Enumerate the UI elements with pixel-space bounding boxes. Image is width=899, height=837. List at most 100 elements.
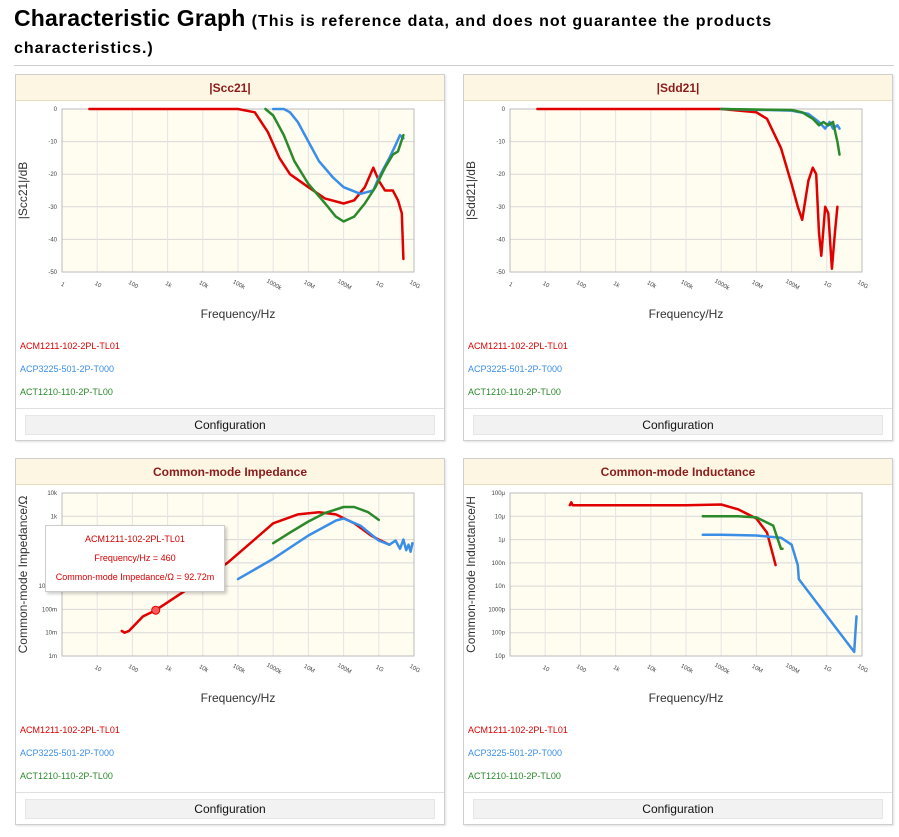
x-tick-label: 10M — [750, 664, 763, 675]
x-tick-label: 1000k — [713, 278, 731, 292]
y-tick-label: -30 — [48, 205, 57, 211]
legend-item-acm1211[interactable]: ACM1211-102-2PL-TL01 — [20, 341, 120, 351]
configuration-button[interactable]: Configuration — [473, 415, 883, 435]
series-line-0 — [120, 510, 391, 634]
x-tick-label: 1000k — [265, 662, 283, 676]
x-tick-label: 10M — [302, 664, 315, 675]
y-tick-label: -10 — [496, 140, 505, 146]
panel-title: Common-mode Impedance — [16, 459, 444, 485]
tooltip-frequency: Frequency/Hz = 460 — [94, 553, 176, 563]
y-tick-label: -20 — [496, 172, 505, 178]
legend-item-act1210[interactable]: ACT1210-110-2P-TL00 — [20, 771, 113, 781]
x-tick-label: 100 — [127, 280, 139, 291]
legend-item-acm1211[interactable]: ACM1211-102-2PL-TL01 — [20, 725, 120, 735]
plot-border — [509, 492, 863, 657]
panel-title: |Sdd21| — [464, 75, 892, 101]
legend-item-act1210[interactable]: ACT1210-110-2P-TL00 — [468, 387, 561, 397]
x-tick-label: 100k — [679, 663, 694, 675]
series-line-0 — [568, 501, 777, 567]
chart-tooltip: ACM1211-102-2PL-TL01 Frequency/Hz = 460 … — [45, 525, 225, 592]
legend-item-acm1211[interactable]: ACM1211-102-2PL-TL01 — [468, 341, 568, 351]
y-tick-label: 1μ — [498, 538, 505, 544]
series-line-1 — [236, 517, 414, 581]
x-tick-label: 10G — [856, 664, 869, 675]
x-tick-label: 1G — [822, 665, 832, 674]
y-tick-label: 10m — [45, 631, 57, 637]
x-tick-label: 10k — [198, 280, 210, 291]
series-line-1 — [701, 533, 858, 654]
x-tick-label: 10k — [646, 280, 658, 291]
y-tick-label: 100p — [492, 631, 506, 637]
y-tick-label: -20 — [48, 172, 57, 178]
y-tick-label: 0 — [502, 107, 506, 113]
chart-area: 0 -10 -20 -30 -40 -50 1 10 100 1k 10k 100k 1000k 10M 1… — [464, 101, 892, 336]
x-tick-label: 10 — [93, 665, 102, 674]
configuration-button[interactable]: Configuration — [25, 415, 435, 435]
x-axis-title: Frequency/Hz — [649, 307, 724, 321]
tooltip-impedance: Common-mode Impedance/Ω = 92.72m — [55, 572, 215, 582]
legend: ACM1211-102-2PL-TL01 ACP3225-501-2P-T000… — [464, 336, 892, 405]
x-tick-label: 10G — [856, 280, 869, 291]
x-tick-label: 1k — [164, 665, 173, 674]
x-tick-label: 10k — [646, 664, 658, 675]
x-tick-label: 100M — [784, 663, 800, 676]
legend-item-acp3225[interactable]: ACP3225-501-2P-T000 — [468, 748, 563, 758]
y-tick-label: -30 — [496, 205, 505, 211]
series-line-0 — [536, 107, 839, 270]
y-tick-label: 100n — [492, 561, 505, 567]
scc21-chart: 0 -10 -20 -30 -40 -501 10 100 1k 10k 100k 1000k 10M 1… — [16, 107, 421, 321]
x-tick-label: 1 — [60, 282, 66, 289]
legend-item-acm1211[interactable]: ACM1211-102-2PL-TL01 — [468, 725, 568, 735]
series-line-2 — [719, 107, 841, 156]
x-tick-label: 10 — [541, 281, 550, 290]
series-line-2 — [701, 515, 784, 551]
panel-sdd21: |Sdd21| 0 -10 -20 -30 -40 -50 1 10 100 1k 10k 100k 1… — [463, 74, 893, 441]
legend-item-act1210[interactable]: ACT1210-110-2P-TL00 — [468, 771, 561, 781]
y-tick-label: 0 — [54, 107, 58, 113]
series-line-1 — [271, 107, 405, 196]
x-tick-label: 100 — [127, 664, 139, 675]
series-line-2 — [271, 505, 381, 545]
series-line-0 — [88, 107, 405, 261]
y-tick-label: 1m — [49, 654, 57, 660]
configuration-button[interactable]: Configuration — [25, 799, 435, 819]
legend-item-acp3225[interactable]: ACP3225-501-2P-T000 — [468, 364, 563, 374]
y-tick-label: 10n — [495, 584, 505, 590]
x-tick-label: 1000k — [713, 662, 731, 676]
panel-footer: Configuration — [16, 408, 444, 440]
x-tick-label: 1G — [374, 281, 384, 290]
panel-common-mode-inductance: Common-mode Inductance 10p 100p 1000p 10n 10… — [463, 458, 893, 825]
x-tick-label: 100M — [336, 279, 352, 292]
panel-common-mode-impedance: Common-mode Impedance 1m10m100m1000m1010… — [15, 458, 445, 825]
legend-item-act1210[interactable]: ACT1210-110-2P-TL00 — [20, 387, 113, 397]
y-tick-label: -40 — [496, 237, 505, 243]
x-tick-label: 10G — [408, 664, 421, 675]
tooltip-part-name: ACM1211-102-2PL-TL01 — [85, 534, 185, 544]
panel-footer: Configuration — [464, 792, 892, 824]
sdd21-chart: 0 -10 -20 -30 -40 -501 10 100 1k 10k 100k 1000k 10M 1… — [464, 107, 869, 321]
x-tick-label: 100 — [575, 280, 587, 291]
x-tick-label: 100 — [575, 664, 587, 675]
y-tick-label: 10p — [495, 654, 506, 660]
y-tick-label: -50 — [48, 270, 57, 276]
x-axis-title: Frequency/Hz — [201, 307, 276, 321]
y-tick-label: -50 — [496, 270, 505, 276]
page-title: Characteristic Graph (This is reference … — [14, 6, 894, 61]
x-tick-label: 1G — [374, 665, 384, 674]
impedance-chart: 1m10m100m1000m101001k10k101001k10k100k10… — [16, 491, 421, 705]
x-tick-label: 10 — [93, 281, 102, 290]
y-tick-label: 1k — [51, 514, 58, 520]
panel-scc21: |Scc21| 0 -10 -20 -30 -40 -50 1 10 100 1k 10k 100k 1… — [15, 74, 445, 441]
y-tick-label: -40 — [48, 237, 57, 243]
legend-item-acp3225[interactable]: ACP3225-501-2P-T000 — [20, 748, 115, 758]
x-tick-label: 10G — [408, 280, 421, 291]
y-tick-label: 10k — [47, 491, 58, 497]
y-axis-title: Common-mode Impedance/Ω — [16, 496, 30, 654]
y-tick-label: 100m — [42, 607, 57, 613]
x-axis-title: Frequency/Hz — [649, 691, 724, 705]
x-tick-label: 1k — [612, 665, 621, 674]
highlight-point — [151, 605, 161, 615]
x-tick-label: 1 — [508, 282, 514, 289]
legend-item-acp3225[interactable]: ACP3225-501-2P-T000 — [20, 364, 115, 374]
configuration-button[interactable]: Configuration — [473, 799, 883, 819]
